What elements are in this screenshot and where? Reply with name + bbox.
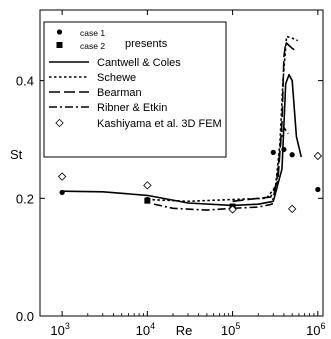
data-point-kashiyama-et-al-3d-fem xyxy=(57,172,67,181)
legend-items: case 1 case 2 Cantwell & Coles Schewe Bearma… xyxy=(49,28,222,130)
x-tick-label: 105 xyxy=(221,321,240,338)
x-tick-label-exponent: 3 xyxy=(65,321,70,331)
legend-label-case-1: case 1 xyxy=(80,28,105,38)
series-lines xyxy=(62,35,303,211)
series-line-bearman xyxy=(232,41,297,203)
data-point-kashiyama-et-al-3d-fem xyxy=(228,205,237,214)
legend-swatch-case-1 xyxy=(56,29,63,35)
legend-swatch-kashiyama-et-al-3d-fem xyxy=(55,118,64,128)
x-tick-label: 103 xyxy=(50,321,69,338)
x-tick-label-base: 10 xyxy=(50,323,64,338)
data-point-case-1 xyxy=(270,149,276,156)
data-point-case-2 xyxy=(144,197,151,204)
series-line-cantwell-coles xyxy=(62,73,303,207)
x-tick-label: 104 xyxy=(136,321,155,338)
legend-box xyxy=(43,21,227,158)
x-tick-label-base: 10 xyxy=(306,323,320,338)
legend-label-kashiyama-et-al-3d-fem: Kashiyama et al. 3D FEM xyxy=(97,118,222,130)
y-tick-label: 0.4 xyxy=(16,74,34,89)
legend-label-schewe: Schewe xyxy=(97,72,136,84)
data-point-kashiyama-et-al-3d-fem xyxy=(313,151,322,161)
series-markers xyxy=(57,146,322,214)
y-tick-label: 0.2 xyxy=(16,191,34,206)
data-point-case-1 xyxy=(281,146,287,153)
data-point-case-1 xyxy=(289,152,295,158)
x-tick-label-base: 10 xyxy=(136,323,150,338)
legend-swatch-case-2 xyxy=(56,42,63,48)
data-point-kashiyama-et-al-3d-fem xyxy=(288,204,297,214)
legend-label-case-2: case 2 xyxy=(80,41,105,51)
x-tick-label-exponent: 5 xyxy=(235,321,240,331)
series-line-schewe xyxy=(147,35,299,203)
plot-frame xyxy=(39,9,324,317)
x-tick-label-base: 10 xyxy=(221,323,235,338)
x-tick-label: 106 xyxy=(306,321,325,338)
x-axis-title: Re xyxy=(176,323,193,338)
legend: presents case 1 case 2 Cantwell & Coles Sch… xyxy=(43,21,227,158)
y-tick-label: 0.0 xyxy=(16,309,34,324)
x-tick-label-exponent: 4 xyxy=(150,321,155,331)
legend-label-bearman: Bearman xyxy=(97,87,142,99)
data-point-case-1 xyxy=(59,189,65,196)
legend-group-title: presents xyxy=(125,38,168,50)
data-point-case-1 xyxy=(315,186,321,193)
x-tick-label-exponent: 6 xyxy=(321,321,326,331)
series-line-ribner-etkin xyxy=(153,126,289,211)
legend-label-cantwell-coles: Cantwell & Coles xyxy=(97,57,181,69)
legend-label-ribner-etkin: Ribner & Etkin xyxy=(97,102,167,114)
data-point-kashiyama-et-al-3d-fem xyxy=(143,181,152,190)
y-axis-title: St xyxy=(10,147,23,162)
